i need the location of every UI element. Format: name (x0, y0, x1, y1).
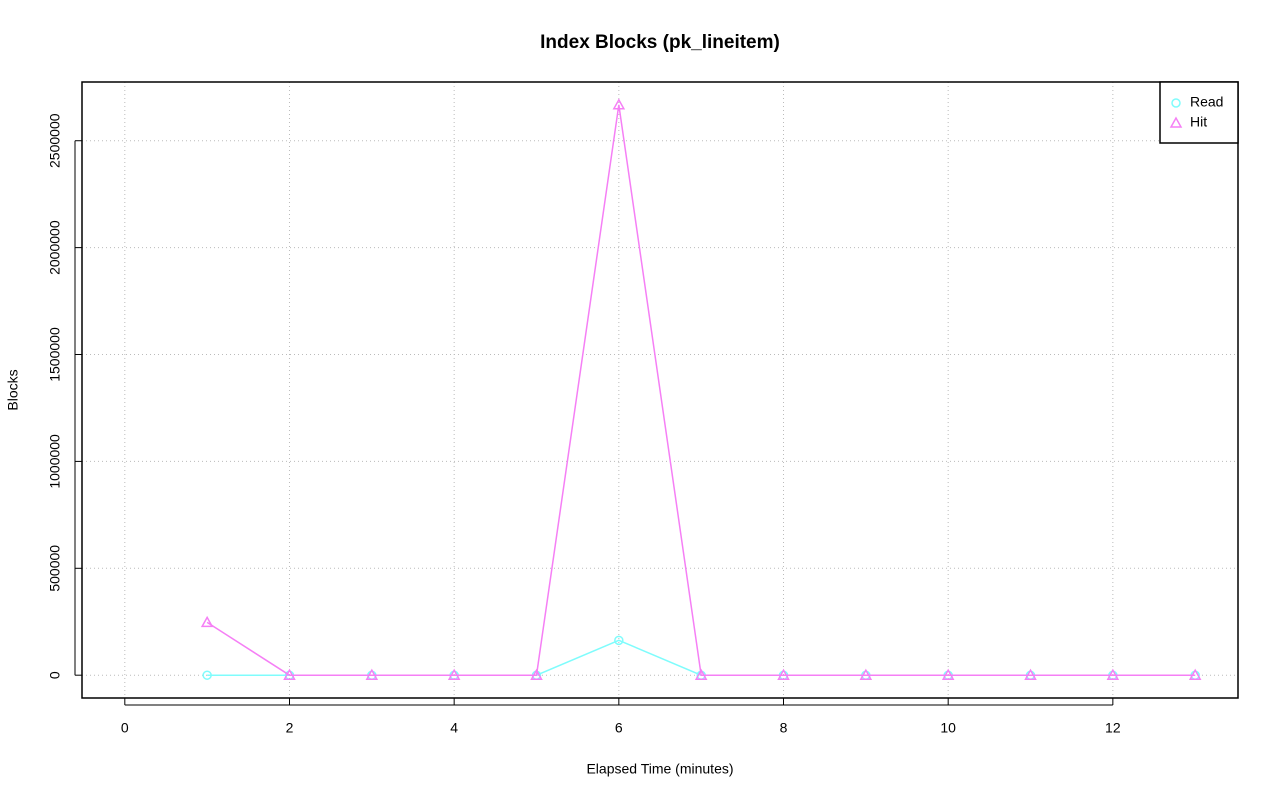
point (614, 635, 624, 646)
y-tick-label: 0 (47, 671, 63, 679)
x-tick-label: 4 (450, 720, 458, 736)
y-tick-label: 1000000 (47, 434, 63, 489)
x-tick-label: 0 (121, 720, 129, 736)
legend-marker (1171, 98, 1181, 108)
y-tick-label: 2500000 (47, 113, 63, 168)
x-tick-label: 12 (1105, 720, 1121, 736)
legend-label: Hit (1190, 114, 1207, 130)
point (859, 668, 873, 680)
series-line (206, 104, 1196, 676)
point (365, 668, 379, 680)
y-tick-label: 1500000 (47, 327, 63, 382)
point (612, 98, 626, 110)
x-tick-label: 8 (780, 720, 788, 736)
chart-title: Index Blocks (pk_lineitem) (540, 32, 780, 53)
legend-box (1159, 81, 1239, 144)
y-axis-label: Blocks (5, 369, 21, 410)
point (694, 668, 708, 680)
point (1106, 668, 1120, 680)
point (447, 668, 461, 680)
point (530, 668, 543, 680)
point (941, 668, 955, 680)
point (202, 670, 212, 680)
y-tick-label: 500000 (47, 545, 63, 592)
x-tick-label: 10 (940, 720, 956, 736)
x-tick-label: 6 (615, 720, 623, 736)
y-tick-label: 2000000 (47, 220, 63, 275)
legend-label: Read (1190, 94, 1223, 110)
point (1024, 668, 1037, 680)
point (777, 668, 790, 680)
x-axis-label: Elapsed Time (minutes) (586, 761, 733, 777)
x-tick-label: 2 (286, 720, 294, 736)
point (283, 668, 296, 680)
point (1188, 668, 1202, 680)
legend-marker (1169, 116, 1183, 128)
plot-frame (81, 81, 1239, 699)
point (200, 615, 214, 628)
